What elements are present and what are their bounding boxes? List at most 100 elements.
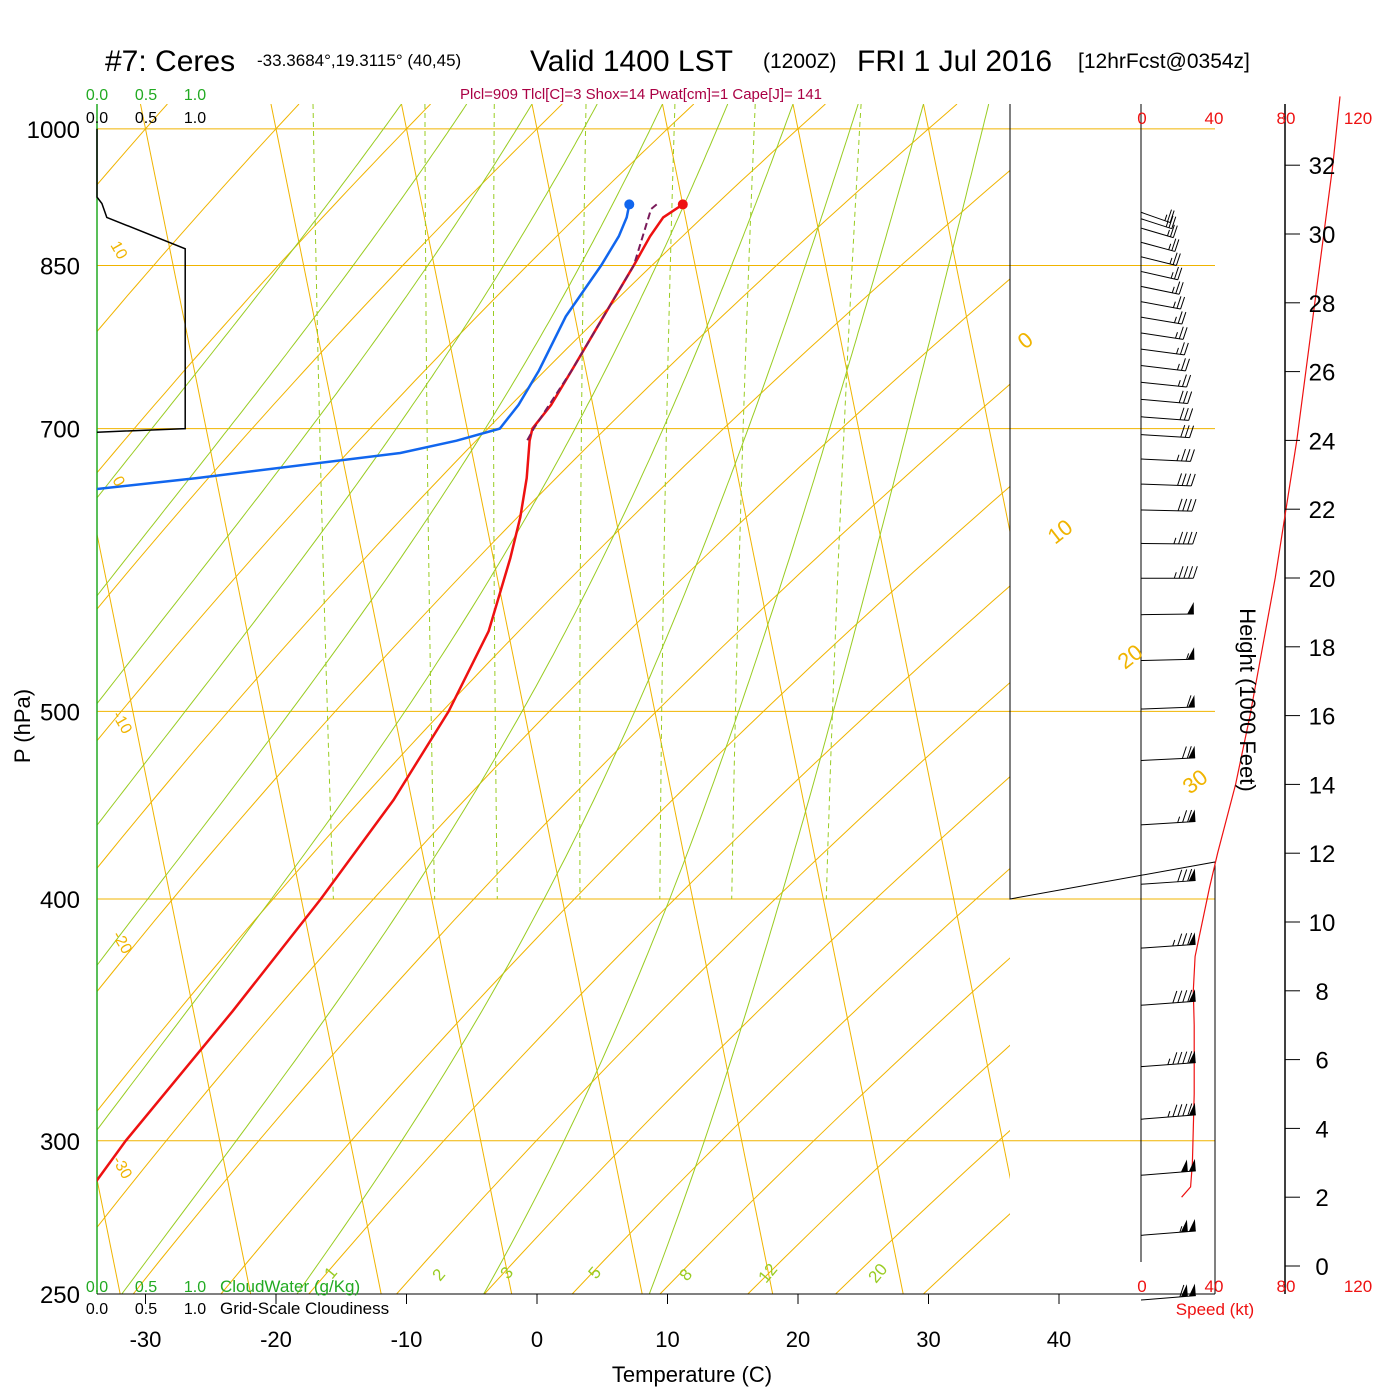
barb-staff bbox=[1140, 301, 1181, 310]
barb-half bbox=[1173, 537, 1177, 544]
barb-half bbox=[1168, 243, 1172, 250]
speed-tick-top: 80 bbox=[1277, 109, 1296, 128]
mixing-ratio-label: 5 bbox=[585, 1263, 606, 1282]
barb-full bbox=[1182, 933, 1188, 946]
mixing-ratio-label: 2 bbox=[429, 1265, 450, 1284]
dry-adiabat-line bbox=[97, 104, 826, 870]
barb-full bbox=[1177, 990, 1183, 1003]
cloudiness-tick-bottom: 0.5 bbox=[135, 1301, 157, 1318]
barb-full bbox=[1169, 210, 1175, 223]
barb-full bbox=[1177, 498, 1183, 511]
isotherm-line bbox=[97, 531, 252, 1294]
barb-full bbox=[1187, 1103, 1193, 1116]
cloudiness-tick-bottom: 0.0 bbox=[86, 1301, 108, 1318]
barb-full bbox=[1187, 809, 1193, 823]
barb-half bbox=[1177, 816, 1181, 823]
barb-full bbox=[1185, 358, 1190, 371]
dry-adiabat-label: -10 bbox=[109, 709, 135, 738]
barb-staff bbox=[1140, 483, 1192, 487]
pressure-tick-label: 1000 bbox=[27, 117, 80, 144]
dry-adiabat-line bbox=[132, 383, 1010, 1294]
barb-full bbox=[1187, 989, 1193, 1003]
barb-half bbox=[1172, 301, 1176, 308]
barb-half bbox=[1176, 363, 1180, 371]
barb-full bbox=[1175, 281, 1181, 294]
height-tick-label: 30 bbox=[1309, 222, 1336, 249]
barb-full bbox=[1179, 342, 1185, 355]
speed-tick-bottom: 120 bbox=[1344, 1277, 1372, 1296]
height-tick-label: 32 bbox=[1309, 153, 1336, 180]
barb-staff bbox=[1140, 880, 1196, 885]
dry-adiabat-line bbox=[571, 867, 1010, 1294]
wind-barb bbox=[1140, 215, 1177, 230]
barb-half bbox=[1176, 454, 1180, 461]
mixing-ratio-label: 12 bbox=[755, 1260, 782, 1287]
valid-zulu: (1200Z) bbox=[763, 50, 837, 73]
barb-full bbox=[1187, 868, 1193, 882]
barb-staff bbox=[1140, 706, 1195, 710]
barb-full bbox=[1180, 424, 1186, 438]
dry-adiabat-line bbox=[396, 681, 1010, 1294]
mixing-ratio-line bbox=[312, 104, 334, 900]
barb-staff bbox=[1140, 821, 1196, 826]
parcel-trace bbox=[526, 203, 658, 442]
barb-full bbox=[1172, 225, 1178, 238]
barb-staff bbox=[1140, 398, 1188, 405]
dry-adiabat-line bbox=[484, 776, 1010, 1294]
height-tick-label: 4 bbox=[1315, 1116, 1328, 1143]
wind-barb bbox=[1140, 602, 1194, 616]
speed-tick-top: 120 bbox=[1344, 109, 1372, 128]
barb-full bbox=[1191, 498, 1197, 512]
barb-full bbox=[1180, 448, 1186, 462]
dry-adiabat-line bbox=[308, 585, 1010, 1294]
pressure-tick-label: 500 bbox=[40, 699, 80, 726]
stability-indices: Plcl=909 Tlcl[C]=3 Shox=14 Pwat[cm]=1 Ca… bbox=[460, 86, 822, 103]
speed-tick-top: 0 bbox=[1137, 109, 1146, 128]
dry-adiabat-line bbox=[97, 104, 431, 474]
main-grid-group bbox=[97, 104, 1010, 1294]
barb-full bbox=[1178, 390, 1184, 403]
cloudiness-tick-top: 0.0 bbox=[86, 110, 108, 127]
barb-full bbox=[1192, 566, 1198, 579]
height-tick-label: 28 bbox=[1309, 291, 1336, 318]
barb-full bbox=[1187, 531, 1193, 545]
isotherm-line bbox=[531, 104, 774, 1294]
mixing-ratio-line bbox=[493, 104, 498, 900]
barb-full bbox=[1178, 566, 1184, 579]
pressure-tick-label: 700 bbox=[40, 417, 80, 444]
cloudiness-tick-bottom: 1.0 bbox=[184, 1301, 206, 1318]
barb-full bbox=[1183, 342, 1189, 356]
x-axis-title: Temperature (C) bbox=[612, 1362, 772, 1387]
dry-adiabat-line bbox=[97, 278, 1010, 1229]
dewpoint-line bbox=[97, 204, 631, 491]
temp-tick-label: -10 bbox=[391, 1327, 423, 1352]
barb-flag bbox=[1188, 1158, 1196, 1172]
wind-barb bbox=[1140, 358, 1190, 372]
barb-staff bbox=[1140, 509, 1193, 512]
barb-half bbox=[1166, 229, 1170, 237]
wind-barb bbox=[1140, 473, 1196, 487]
barb-staff bbox=[1140, 211, 1171, 224]
moist-adiabat-line bbox=[648, 104, 990, 1294]
station-title: #7: Ceres bbox=[105, 45, 235, 78]
barb-full bbox=[1172, 252, 1178, 265]
wind-barb bbox=[1140, 252, 1181, 266]
cloudwater-label: CloudWater (g/Kg) bbox=[220, 1277, 360, 1296]
height-tick-label: 24 bbox=[1309, 428, 1336, 455]
wind-barbs bbox=[1140, 209, 1198, 1301]
barb-full bbox=[1186, 695, 1192, 708]
mixing-ratio-label: 20 bbox=[865, 1260, 892, 1287]
speed-tick-bottom: 0 bbox=[1137, 1277, 1146, 1296]
barb-full bbox=[1177, 311, 1183, 324]
isotherm-line bbox=[661, 104, 904, 1294]
moist-adiabat-line bbox=[97, 104, 533, 705]
barb-full bbox=[1169, 224, 1175, 237]
barb-full bbox=[1186, 473, 1192, 486]
barb-flag bbox=[1180, 1159, 1188, 1173]
barb-full bbox=[1167, 209, 1172, 222]
isotherm-label: 30 bbox=[1178, 764, 1213, 799]
barb-staff bbox=[1140, 434, 1190, 439]
barb-full bbox=[1189, 449, 1195, 462]
barb-full bbox=[1187, 391, 1193, 404]
valid-date: FRI 1 Jul 2016 bbox=[857, 45, 1052, 78]
